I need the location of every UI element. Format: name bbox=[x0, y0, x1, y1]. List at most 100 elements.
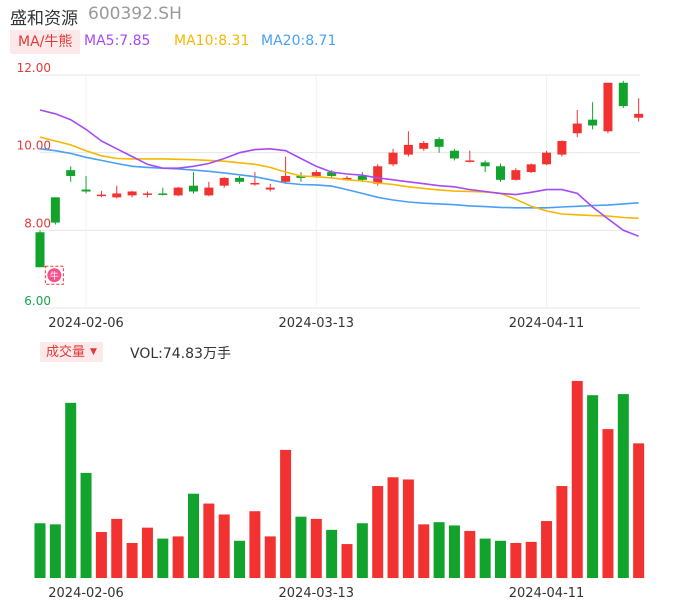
volume-bar bbox=[495, 540, 506, 578]
candle-body bbox=[281, 175, 291, 182]
y-tick-label: 10.00 bbox=[17, 139, 51, 153]
candle-body bbox=[480, 162, 490, 167]
volume-bar bbox=[34, 523, 46, 578]
x-tick-label: 2024-02-06 bbox=[48, 586, 124, 601]
volume-bar bbox=[617, 394, 629, 578]
volume-bar bbox=[372, 486, 384, 578]
volume-bar bbox=[65, 402, 77, 578]
volume-indicator-button[interactable]: 成交量 ▼ bbox=[40, 342, 103, 362]
candle-body bbox=[434, 139, 444, 147]
candle-body bbox=[342, 177, 352, 180]
volume-bar bbox=[510, 542, 522, 578]
candle-body bbox=[572, 123, 582, 134]
volume-bar bbox=[80, 472, 92, 578]
volume-bar bbox=[402, 479, 414, 578]
ma10-line bbox=[39, 136, 639, 220]
ma5-legend: MA5:7.85 bbox=[84, 33, 151, 49]
volume-bar bbox=[448, 525, 460, 578]
candle-body bbox=[511, 170, 521, 180]
y-tick-label: 6.00 bbox=[24, 294, 51, 308]
candle-body bbox=[557, 141, 567, 155]
ma20-legend: MA20:8.71 bbox=[261, 33, 337, 49]
candle-body bbox=[327, 172, 337, 176]
candle-body bbox=[189, 185, 198, 192]
dropdown-triangle-icon: ▼ bbox=[90, 347, 97, 357]
volume-bar bbox=[341, 544, 353, 578]
volume-bar bbox=[464, 530, 476, 578]
candle-body bbox=[618, 82, 628, 107]
volume-bar bbox=[172, 536, 184, 578]
candle-body bbox=[296, 175, 306, 178]
candle-body bbox=[96, 194, 106, 197]
volume-bar bbox=[541, 521, 553, 578]
volume-bar bbox=[556, 486, 568, 578]
x-tick-label: 2024-03-13 bbox=[279, 586, 355, 601]
stock-code: 600392.SH bbox=[88, 4, 182, 24]
bull-marker-label: 牛 bbox=[50, 270, 59, 282]
volume-bar bbox=[310, 518, 322, 578]
volume-bar bbox=[602, 429, 614, 578]
volume-bar bbox=[587, 395, 599, 578]
candle-body bbox=[311, 172, 321, 176]
candle-body bbox=[127, 191, 137, 196]
candle-body bbox=[634, 113, 644, 118]
volume-label: 成交量 bbox=[46, 345, 86, 360]
volume-value: VOL:74.83万手 bbox=[130, 346, 231, 362]
volume-bar bbox=[356, 523, 368, 578]
volume-bar bbox=[295, 516, 307, 578]
volume-bar bbox=[95, 532, 107, 578]
volume-bar bbox=[433, 522, 445, 578]
volume-bar bbox=[479, 538, 491, 578]
volume-bar bbox=[280, 449, 292, 578]
candle-body bbox=[449, 150, 459, 159]
volume-bar bbox=[141, 527, 153, 578]
x-tick-label: 2024-04-11 bbox=[509, 316, 585, 331]
x-tick-label: 2024-02-06 bbox=[48, 316, 124, 331]
volume-bar bbox=[234, 540, 246, 578]
bull-marker: 牛 bbox=[44, 265, 64, 285]
volume-bar bbox=[264, 536, 276, 578]
candle-body bbox=[250, 182, 260, 185]
volume-bar bbox=[418, 524, 430, 578]
volume-bar bbox=[188, 493, 199, 578]
volume-bar bbox=[157, 538, 169, 578]
candle-body bbox=[603, 82, 613, 132]
volume-bar bbox=[571, 380, 583, 578]
volume-bar bbox=[126, 542, 138, 578]
candle-body bbox=[265, 187, 275, 190]
volume-bar bbox=[387, 477, 399, 578]
candle-body bbox=[204, 187, 214, 196]
candle-body bbox=[66, 170, 76, 176]
stock-name: 盛和资源 bbox=[10, 9, 78, 29]
candle-body bbox=[588, 119, 598, 126]
volume-date-axis: 2024-02-06 2024-03-13 2024-04-11 bbox=[48, 586, 584, 601]
candle-body bbox=[357, 175, 367, 180]
volume-bar bbox=[49, 524, 61, 578]
candle-body bbox=[50, 197, 60, 223]
candle-body bbox=[235, 177, 245, 182]
bull-icon bbox=[47, 268, 62, 283]
candle-body bbox=[173, 187, 183, 196]
x-tick-label: 2024-03-13 bbox=[279, 316, 355, 331]
y-tick-label: 12.00 bbox=[17, 61, 51, 75]
volume-bar bbox=[203, 503, 215, 578]
moving-average-lines bbox=[39, 109, 639, 237]
price-date-axis: 2024-02-06 2024-03-13 2024-04-11 bbox=[48, 316, 584, 331]
candle-body bbox=[526, 164, 536, 173]
candles-layer bbox=[35, 80, 644, 268]
candle-body bbox=[158, 193, 168, 195]
candle-body bbox=[35, 232, 45, 268]
volume-bar bbox=[111, 518, 123, 578]
candle-body bbox=[403, 144, 413, 155]
volume-bar bbox=[326, 529, 338, 578]
ma-indicator-button[interactable]: MA/牛熊 bbox=[10, 30, 81, 54]
candle-body bbox=[373, 166, 383, 184]
ma5-line bbox=[39, 109, 639, 237]
candle-body bbox=[388, 152, 398, 165]
volume-bars bbox=[34, 380, 645, 578]
candle-body bbox=[419, 142, 429, 149]
volume-bar bbox=[525, 541, 537, 578]
volume-bar bbox=[218, 514, 230, 578]
candle-body bbox=[465, 160, 475, 162]
